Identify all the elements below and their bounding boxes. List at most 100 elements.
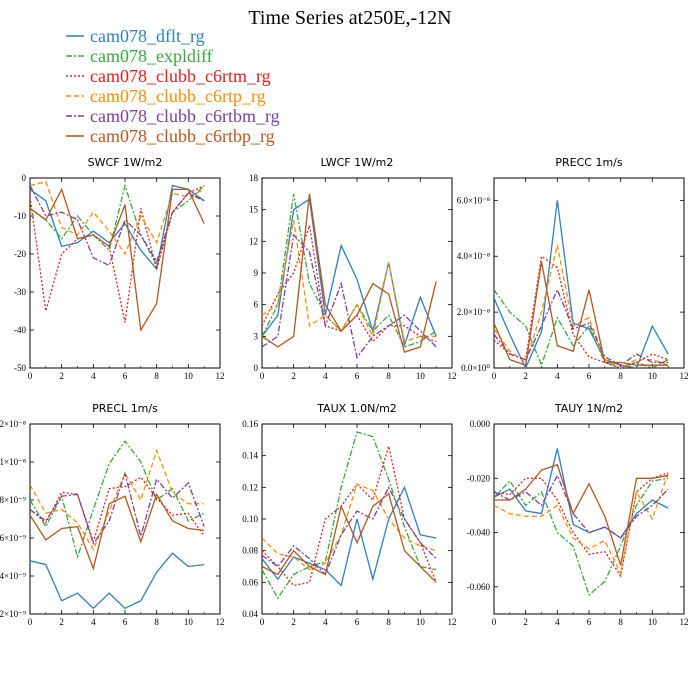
chart-panel: TAUY 1N/m2 0 2 4 6 8 10 12 0.000 -0.020 -0.040 -0.0… xyxy=(467,402,689,627)
y-tick-label: 6×10⁻⁹ xyxy=(0,533,26,543)
series-line xyxy=(30,476,205,544)
y-tick-label: -0.040 xyxy=(467,528,491,538)
y-tick-label: 0 xyxy=(254,363,259,373)
series-line xyxy=(30,471,205,546)
plot-frame xyxy=(493,177,685,369)
x-tick-label: 6 xyxy=(355,617,360,627)
y-tick-label: -0.060 xyxy=(467,582,491,592)
x-tick-label: 0 xyxy=(492,371,497,381)
series-line xyxy=(494,474,669,539)
series-line xyxy=(494,472,669,578)
series-line xyxy=(494,448,669,539)
series-line xyxy=(262,485,437,587)
x-tick-label: 4 xyxy=(323,617,328,627)
y-tick-label: 0.06 xyxy=(242,577,258,587)
x-tick-label: 10 xyxy=(184,617,194,627)
series-line xyxy=(262,483,437,571)
chart-panel: TAUX 1.0N/m2 0 2 4 6 8 10 12 0.04 0.06 0.08 0.10 0.1… xyxy=(242,402,456,627)
x-tick-label: 10 xyxy=(184,371,194,381)
y-tick-label: 8×10⁻⁹ xyxy=(0,495,26,505)
x-tick-label: 4 xyxy=(91,617,96,627)
series-line xyxy=(262,485,437,576)
series-line xyxy=(262,193,437,348)
x-tick-label: 2 xyxy=(523,371,528,381)
series-line xyxy=(30,492,205,571)
x-tick-label: 2 xyxy=(291,617,296,627)
y-tick-label: 0.12 xyxy=(242,482,258,492)
x-tick-label: 0 xyxy=(260,371,265,381)
y-tick-label: 0 xyxy=(22,173,27,183)
series-line xyxy=(262,233,437,359)
series-line xyxy=(30,187,205,332)
series-line xyxy=(30,181,205,256)
x-tick-label: 8 xyxy=(154,371,159,381)
series-line xyxy=(30,185,205,323)
x-tick-label: 10 xyxy=(648,371,658,381)
x-tick-label: 8 xyxy=(154,617,159,627)
x-tick-label: 6 xyxy=(587,617,592,627)
y-tick-label: 0.14 xyxy=(242,451,258,461)
series-line xyxy=(30,439,205,560)
series-line xyxy=(30,448,205,551)
series-line xyxy=(494,200,669,368)
plot-frame xyxy=(493,423,685,615)
x-tick-label: 12 xyxy=(216,617,225,627)
panel-title: TAUY 1N/m2 xyxy=(554,402,623,415)
legend-label: cam078_expldiff xyxy=(90,46,213,66)
series-line xyxy=(262,431,437,600)
x-tick-label: 4 xyxy=(555,617,560,627)
series-line xyxy=(262,193,437,354)
series-line xyxy=(30,185,205,267)
chart-panel: PRECL 1m/s 0 2 4 6 8 10 12 2×10⁻⁹ 4×10⁻⁹ 6×10⁻⁹ 8×1… xyxy=(0,402,225,627)
legend-label: cam078_dflt_rg xyxy=(90,26,205,46)
series-line xyxy=(494,261,669,367)
y-tick-label: 9 xyxy=(254,268,259,278)
series-line xyxy=(494,477,669,597)
series-line xyxy=(30,552,205,610)
legend-label: cam078_clubb_c6rtm_rg xyxy=(90,66,271,86)
y-tick-label: 0.0×10⁰ xyxy=(461,363,490,373)
series-line xyxy=(494,288,669,366)
y-tick-label: -20 xyxy=(14,249,26,259)
y-tick-label: 18 xyxy=(249,173,259,183)
y-tick-label: 12 xyxy=(249,236,258,246)
y-tick-label: 0.04 xyxy=(242,609,258,619)
y-tick-label: 6.0×10⁻⁸ xyxy=(457,195,490,205)
panel-title: TAUX 1.0N/m2 xyxy=(316,402,397,415)
y-tick-label: 1.2×10⁻⁸ xyxy=(0,419,26,429)
series-line xyxy=(262,197,437,348)
y-tick-label: 0.10 xyxy=(242,514,258,524)
figure-title: Time Series at250E,-12N xyxy=(248,7,451,29)
y-tick-label: 15 xyxy=(249,205,259,215)
panel-title: LWCF 1W/m2 xyxy=(321,156,394,169)
legend: cam078_dflt_rgcam078_expldiffcam078_club… xyxy=(66,26,280,146)
panel-title: PRECC 1m/s xyxy=(555,156,623,169)
x-tick-label: 2 xyxy=(291,371,296,381)
y-tick-label: 2×10⁻⁹ xyxy=(0,609,26,619)
x-tick-label: 10 xyxy=(416,617,426,627)
series-line xyxy=(494,289,669,368)
y-tick-label: 0.000 xyxy=(470,419,491,429)
x-tick-label: 12 xyxy=(680,371,689,381)
x-tick-label: 12 xyxy=(448,617,457,627)
series-line xyxy=(30,184,205,271)
x-tick-label: 0 xyxy=(28,371,33,381)
y-tick-label: -30 xyxy=(14,287,26,297)
y-tick-label: 6 xyxy=(254,300,259,310)
x-tick-label: 2 xyxy=(59,617,64,627)
series-line xyxy=(494,244,669,368)
x-tick-label: 6 xyxy=(123,617,128,627)
y-tick-label: -0.020 xyxy=(467,473,491,483)
y-tick-label: 0.08 xyxy=(242,546,258,556)
x-tick-label: 0 xyxy=(260,617,265,627)
series-line xyxy=(494,463,669,566)
x-tick-label: 6 xyxy=(587,371,592,381)
series-line xyxy=(30,183,205,268)
x-tick-label: 10 xyxy=(416,371,426,381)
x-tick-label: 8 xyxy=(386,617,391,627)
chart-panel: SWCF 1W/m2 0 2 4 6 8 10 12 0 -10 -20 -30 -40 -50 xyxy=(14,156,225,381)
legend-label: cam078_clubb_c6rtp_rg xyxy=(90,86,266,106)
x-tick-label: 12 xyxy=(448,371,457,381)
x-tick-label: 0 xyxy=(492,617,497,627)
y-tick-label: 4.0×10⁻⁸ xyxy=(457,251,490,261)
